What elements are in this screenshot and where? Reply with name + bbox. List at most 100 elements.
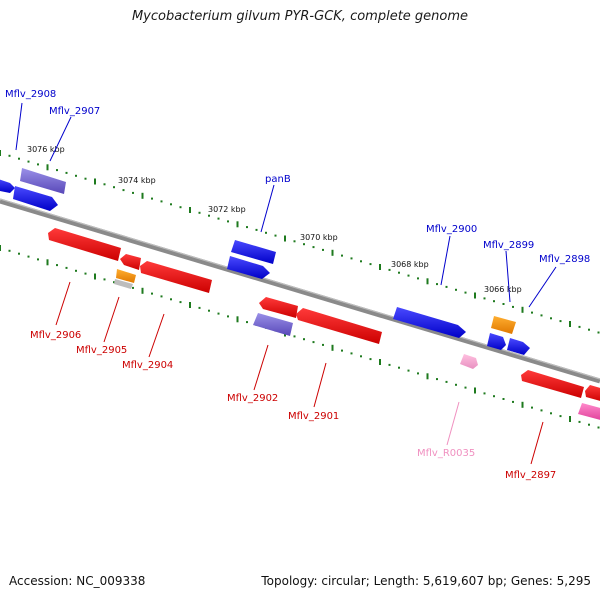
gene-label[interactable]: Mflv_2905 (76, 345, 127, 356)
gene-arrow-rna-right[interactable] (578, 403, 600, 421)
tick-mark (540, 314, 543, 317)
tick-mark (65, 266, 68, 269)
tick-mark (151, 292, 153, 295)
gene-label[interactable]: Mflv_2907 (49, 106, 100, 117)
tick-mark (388, 268, 391, 271)
tick-mark (559, 320, 562, 323)
tick-mark (550, 412, 552, 415)
tick-mark (426, 278, 429, 285)
gene-label[interactable]: Mflv_2899 (483, 240, 534, 251)
forward-callouts (15, 102, 557, 308)
tick-mark (227, 315, 229, 318)
tick-mark (569, 416, 571, 422)
tick-mark (369, 263, 372, 266)
gene-arrow-mflv-2902[interactable] (253, 313, 293, 336)
tick-mark (179, 206, 182, 209)
gene-label[interactable]: Mflv_2904 (122, 360, 173, 371)
tick-mark (512, 400, 514, 403)
tick-mark (103, 183, 106, 186)
gene-label[interactable]: Mflv_2908 (5, 89, 56, 100)
tick-mark (350, 257, 353, 260)
tick-mark (474, 292, 476, 299)
gene-arrow-mflv-2897[interactable] (521, 370, 584, 398)
tick-mark (559, 415, 562, 418)
gene-label[interactable]: Mflv_2901 (288, 411, 339, 422)
gene-arrow-mflv-2907-top[interactable] (20, 168, 66, 194)
tick-mark (198, 211, 201, 214)
gene-arrow-mflv-2908[interactable] (0, 178, 15, 193)
gene-arrow-mflv-2899-orange[interactable] (491, 316, 516, 334)
tick-mark (160, 295, 163, 298)
gene-arrow-mflv-2906[interactable] (48, 228, 121, 261)
gene-label[interactable]: Mflv_2906 (30, 330, 81, 341)
gene-arrow-panb-top[interactable] (231, 240, 276, 264)
gene-arrow-panb[interactable] (227, 256, 270, 279)
tick-mark (569, 321, 571, 327)
tick-mark (94, 178, 96, 185)
tick-mark (588, 328, 590, 331)
tick-mark (8, 249, 11, 252)
tick-mark (493, 300, 495, 303)
tick-mark (455, 383, 457, 386)
gene-arrow-mflv-2900[interactable] (393, 307, 466, 338)
tick-mark (597, 426, 600, 429)
gene-label[interactable]: Mflv_R0035 (417, 448, 475, 459)
map-title: Mycobacterium gilvum PYR-GCK, complete g… (131, 9, 469, 24)
gene-arrow-mflv-2905-grey[interactable] (114, 279, 133, 289)
tick-mark (37, 163, 39, 166)
tick-mark (417, 277, 419, 280)
tick-mark (350, 352, 353, 355)
tick-mark (293, 335, 296, 338)
gene-label[interactable]: Mflv_2898 (539, 254, 590, 265)
gene-arrow-mflv-2899[interactable] (487, 333, 506, 350)
tick-mark (436, 283, 438, 286)
forward-genes (0, 168, 530, 355)
tick-mark (37, 258, 39, 261)
tick-mark (578, 420, 581, 423)
gene-arrow-mflv-2901[interactable] (296, 308, 382, 344)
gene-arrow-mflv-2905-orange[interactable] (116, 269, 136, 283)
tick-mark (502, 398, 505, 400)
tick-mark (284, 235, 286, 242)
tick-mark (236, 316, 239, 323)
tick-mark (474, 387, 476, 394)
kbp-label: 3066 kbp (484, 285, 522, 294)
gene-arrow-mflv-2897-next[interactable] (585, 385, 600, 402)
gene-arrow-mflv-2904[interactable] (140, 261, 212, 293)
gene-arrow-mflv-2907[interactable] (13, 186, 58, 211)
gene-arrow-mflv-2902-red[interactable] (259, 297, 298, 318)
reverse-tick-row (0, 245, 600, 429)
tick-mark (18, 252, 20, 255)
tick-mark (360, 260, 362, 263)
tick-mark (132, 191, 134, 194)
gene-label[interactable]: Mflv_2897 (505, 470, 556, 481)
tick-mark (407, 274, 410, 277)
tick-mark (322, 343, 324, 346)
gene-arrow-mflv-r0035[interactable] (460, 354, 478, 369)
tick-mark (227, 220, 229, 223)
tick-mark (198, 306, 201, 309)
tick-mark (113, 186, 115, 189)
tick-mark (417, 372, 419, 375)
tick-mark (208, 309, 210, 312)
tick-mark (94, 273, 96, 280)
tick-mark (141, 287, 144, 294)
tick-mark (84, 177, 87, 180)
gene-label[interactable]: panB (265, 174, 291, 185)
gene-arrow-mflv-2898[interactable] (507, 338, 530, 355)
tick-mark (483, 392, 486, 395)
tick-mark (151, 197, 153, 200)
tick-mark (170, 203, 172, 206)
gene-arrow-mflv-2905-red[interactable] (120, 254, 141, 270)
tick-mark (27, 255, 30, 258)
gene-label[interactable]: Mflv_2902 (227, 393, 278, 404)
tick-mark (588, 423, 590, 426)
kbp-label: 3068 kbp (391, 260, 429, 269)
tick-mark (379, 359, 381, 365)
tick-mark (75, 269, 77, 272)
tick-mark (160, 200, 163, 203)
tick-mark (483, 297, 486, 300)
gene-label[interactable]: Mflv_2900 (426, 224, 477, 235)
tick-mark (388, 363, 391, 366)
